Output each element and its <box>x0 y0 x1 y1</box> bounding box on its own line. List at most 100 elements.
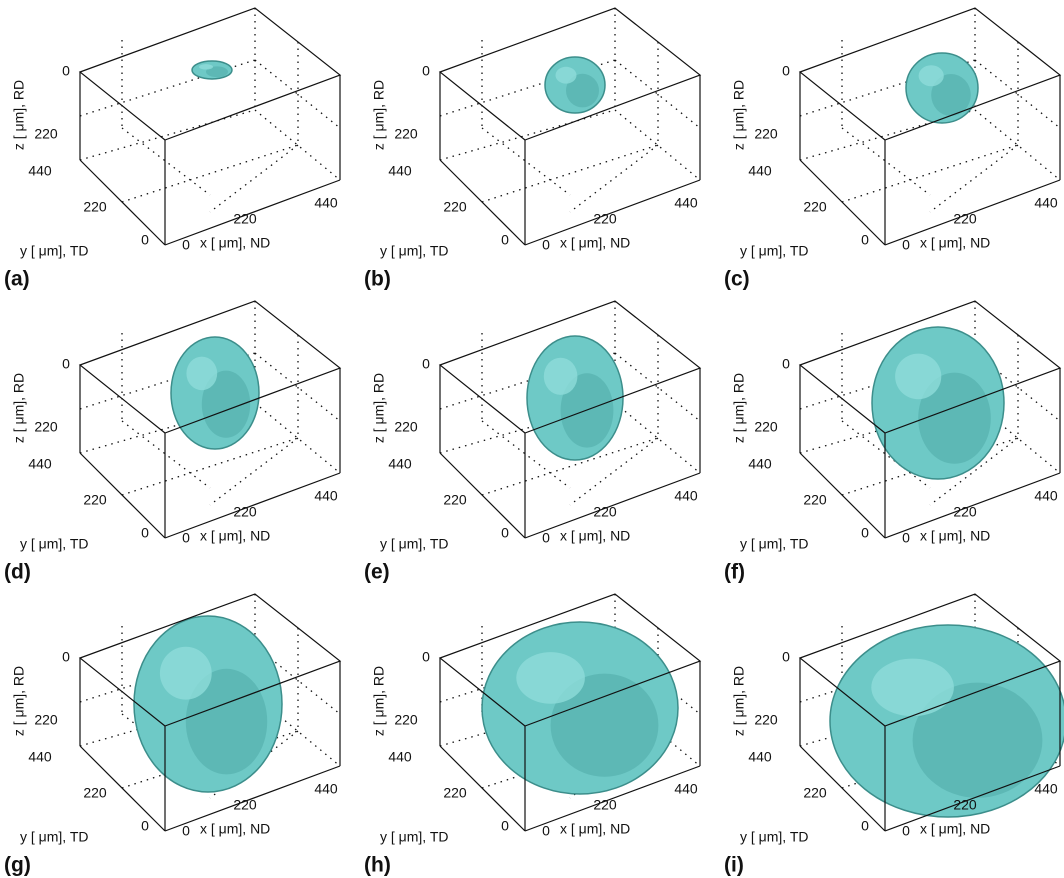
y-tick-label: 220 <box>443 785 467 801</box>
grid-line <box>439 109 616 161</box>
z-tick-label: 220 <box>754 419 778 435</box>
grid-line <box>614 402 701 474</box>
grid-line <box>121 420 211 489</box>
x-tick-label: 220 <box>953 504 977 520</box>
z-tick-label: 220 <box>394 126 418 142</box>
y-tick-label: 220 <box>803 492 827 508</box>
grid-line <box>439 352 616 410</box>
grid-line <box>254 109 341 181</box>
grid-line <box>79 402 256 454</box>
box-edge <box>439 745 526 832</box>
grid-line <box>799 109 976 161</box>
grid-line <box>439 59 616 117</box>
x-axis-label: x [ μm], ND <box>200 821 270 837</box>
z-tick-label: 0 <box>422 63 430 79</box>
grid-line <box>209 437 299 506</box>
x-tick-label: 220 <box>233 211 257 227</box>
grain-highlight <box>159 646 212 700</box>
box-top <box>798 7 1062 141</box>
z-axis-label: z [ μm], RD <box>371 666 387 736</box>
grid-line <box>929 144 1019 213</box>
box-top <box>798 593 1062 727</box>
grid-line <box>481 420 571 489</box>
x-tick-label: 220 <box>233 504 257 520</box>
y-tick-label: 0 <box>861 818 869 834</box>
grain-highlight <box>871 658 954 717</box>
z-tick-label: 220 <box>34 712 58 728</box>
panel-label: (e) <box>364 561 390 584</box>
x-tick-label: 0 <box>902 530 910 546</box>
x-axis-label: x [ μm], ND <box>920 528 990 544</box>
z-axis-label: z [ μm], RD <box>11 80 27 150</box>
box-top <box>78 7 342 141</box>
x-axis-label: x [ μm], ND <box>560 528 630 544</box>
y-tick-label: 0 <box>861 232 869 248</box>
y-axis-label: y [ μm], TD <box>740 536 808 552</box>
box-top <box>78 593 342 727</box>
box-edge <box>799 159 886 246</box>
y-tick-label: 220 <box>83 492 107 508</box>
grid-line <box>974 402 1061 474</box>
grid-line <box>614 109 701 181</box>
grid-line <box>79 109 256 161</box>
grain-highlight <box>186 356 218 391</box>
x-tick-label: 0 <box>902 237 910 253</box>
z-axis-label: z [ μm], RD <box>731 373 747 443</box>
y-tick-label: 440 <box>748 749 772 765</box>
x-tick-label: 0 <box>902 823 910 839</box>
y-tick-label: 440 <box>388 456 412 472</box>
grid-line <box>569 437 659 506</box>
z-tick-label: 220 <box>394 712 418 728</box>
grid-line <box>841 144 1019 203</box>
grid-line <box>121 127 211 196</box>
grain-highlight <box>555 66 577 84</box>
x-tick-label: 0 <box>542 823 550 839</box>
y-tick-label: 0 <box>141 232 149 248</box>
x-tick-label: 0 <box>542 530 550 546</box>
grid-line <box>121 144 299 203</box>
x-tick-label: 220 <box>953 797 977 813</box>
grain-shade <box>918 372 991 464</box>
grid-line <box>841 420 931 489</box>
grain-shade <box>201 370 251 438</box>
y-axis-label: y [ μm], TD <box>380 243 448 259</box>
y-tick-label: 220 <box>803 785 827 801</box>
panel-label: (b) <box>364 268 391 291</box>
z-tick-label: 0 <box>782 356 790 372</box>
grid-line <box>799 59 976 117</box>
x-tick-label: 440 <box>674 195 698 211</box>
box-top <box>798 300 1062 434</box>
x-axis-label: x [ μm], ND <box>560 235 630 251</box>
y-tick-label: 440 <box>388 749 412 765</box>
box-edge <box>79 159 166 246</box>
y-tick-label: 220 <box>83 785 107 801</box>
grid-line <box>481 437 659 496</box>
x-tick-label: 0 <box>182 237 190 253</box>
grid-line <box>481 127 571 196</box>
grain-shade <box>206 66 228 78</box>
grid-line <box>614 695 701 767</box>
y-tick-label: 220 <box>443 492 467 508</box>
box-edge <box>79 745 166 832</box>
box-edge <box>439 452 526 539</box>
grain-highlight <box>516 652 585 704</box>
box-edge <box>524 765 701 832</box>
y-tick-label: 440 <box>28 456 52 472</box>
y-axis-label: y [ μm], TD <box>20 536 88 552</box>
z-tick-label: 220 <box>394 419 418 435</box>
panel-label: (h) <box>364 854 391 877</box>
x-axis-label: x [ μm], ND <box>200 528 270 544</box>
box-edge <box>524 472 701 539</box>
x-tick-label: 440 <box>1034 195 1058 211</box>
y-tick-label: 440 <box>748 456 772 472</box>
grain-highlight <box>199 64 213 70</box>
panel-label: (a) <box>4 268 30 291</box>
y-tick-label: 440 <box>28 163 52 179</box>
y-tick-label: 220 <box>443 199 467 215</box>
y-axis-label: y [ μm], TD <box>380 536 448 552</box>
grid-line <box>209 144 299 213</box>
x-tick-label: 440 <box>1034 781 1058 797</box>
